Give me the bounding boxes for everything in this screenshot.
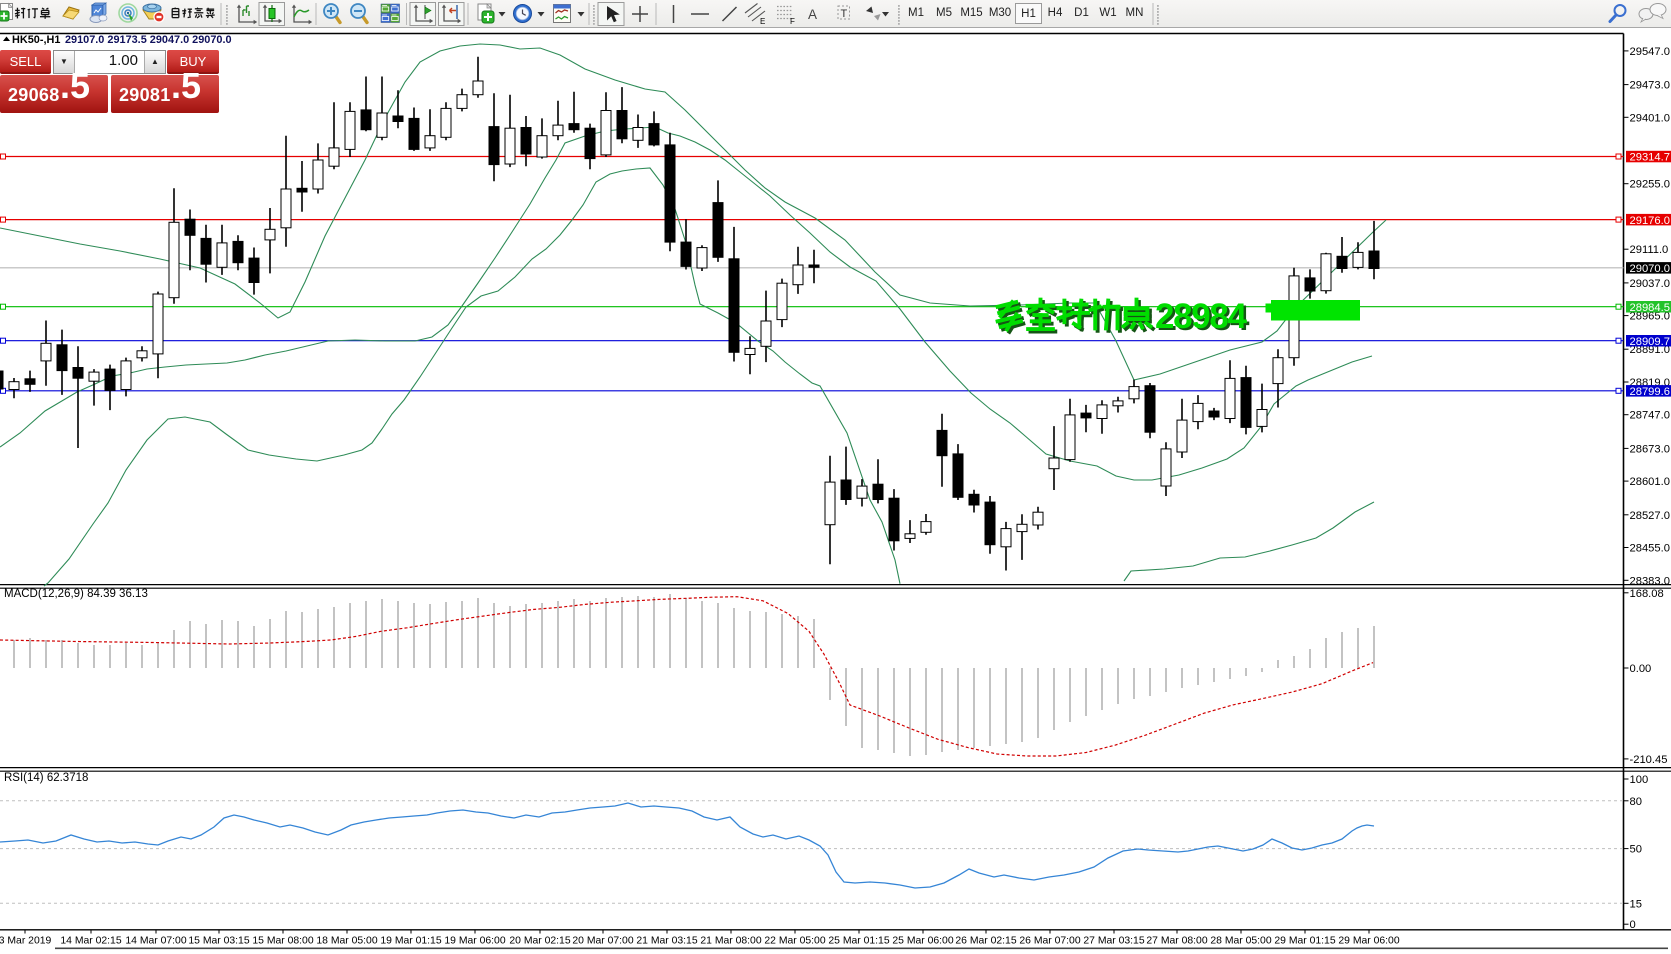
svg-text:15 Mar 03:15: 15 Mar 03:15 (188, 936, 249, 947)
svg-text:14 Mar 07:00: 14 Mar 07:00 (125, 936, 186, 947)
svg-text:28909.7: 28909.7 (1630, 336, 1670, 348)
svg-text:80: 80 (1630, 796, 1642, 808)
svg-text:15 Mar 08:00: 15 Mar 08:00 (252, 936, 313, 947)
svg-text:28527.0: 28527.0 (1630, 510, 1670, 522)
svg-text:F: F (790, 17, 795, 26)
svg-text:27 Mar 08:00: 27 Mar 08:00 (1146, 936, 1207, 947)
svg-text:25 Mar 06:00: 25 Mar 06:00 (892, 936, 953, 947)
svg-text:3 Mar 2019: 3 Mar 2019 (0, 936, 52, 947)
svg-text:29547.0: 29547.0 (1630, 46, 1670, 58)
svg-text:50: 50 (1630, 844, 1642, 856)
svg-text:25 Mar 01:15: 25 Mar 01:15 (828, 936, 889, 947)
svg-text:29255.0: 29255.0 (1630, 179, 1670, 191)
svg-text:0.00: 0.00 (1630, 663, 1652, 675)
svg-text:MACD(12,26,9) 84.39 36.13: MACD(12,26,9) 84.39 36.13 (4, 588, 148, 600)
svg-text:E: E (760, 17, 765, 26)
svg-text:-210.45: -210.45 (1630, 754, 1668, 766)
svg-text:29111.0: 29111.0 (1630, 244, 1669, 256)
svg-text:29314.7: 29314.7 (1630, 152, 1670, 164)
svg-text:28673.0: 28673.0 (1630, 443, 1670, 455)
svg-text:28984: 28984 (1158, 299, 1251, 338)
svg-text:29 Mar 01:15: 29 Mar 01:15 (1274, 936, 1335, 947)
svg-text:26 Mar 07:00: 26 Mar 07:00 (1019, 936, 1080, 947)
svg-text:29 Mar 06:00: 29 Mar 06:00 (1338, 936, 1399, 947)
svg-text:28455.0: 28455.0 (1630, 543, 1670, 555)
svg-text:T: T (841, 8, 848, 20)
svg-text:19 Mar 01:15: 19 Mar 01:15 (380, 936, 441, 947)
svg-text:19 Mar 06:00: 19 Mar 06:00 (444, 936, 505, 947)
svg-text:29401.0: 29401.0 (1630, 112, 1670, 124)
svg-text:168.08: 168.08 (1630, 588, 1664, 600)
svg-text:29107.0 29173.5 29047.0 29070.: 29107.0 29173.5 29047.0 29070.0 (65, 34, 232, 46)
svg-text:28965.0: 28965.0 (1630, 311, 1670, 323)
svg-text:A: A (808, 7, 817, 22)
svg-text:28799.6: 28799.6 (1630, 386, 1670, 398)
svg-text:21 Mar 03:15: 21 Mar 03:15 (636, 936, 697, 947)
svg-text:29070.0: 29070.0 (1630, 263, 1670, 275)
svg-text:28601.0: 28601.0 (1630, 476, 1670, 488)
svg-text:20 Mar 07:00: 20 Mar 07:00 (572, 936, 633, 947)
svg-text:18 Mar 05:00: 18 Mar 05:00 (316, 936, 377, 947)
svg-text:29176.0: 29176.0 (1630, 215, 1670, 227)
svg-text:100: 100 (1630, 774, 1649, 786)
svg-text:28984: 28984 (1155, 297, 1248, 336)
svg-text:20 Mar 02:15: 20 Mar 02:15 (509, 936, 570, 947)
svg-text:29473.0: 29473.0 (1630, 80, 1670, 92)
svg-text:28891.0: 28891.0 (1630, 344, 1670, 356)
svg-text:0: 0 (1630, 919, 1636, 931)
svg-text:28383.0: 28383.0 (1630, 575, 1670, 587)
svg-text:21 Mar 08:00: 21 Mar 08:00 (700, 936, 761, 947)
svg-text:22 Mar 05:00: 22 Mar 05:00 (764, 936, 825, 947)
svg-text:28 Mar 05:00: 28 Mar 05:00 (1210, 936, 1271, 947)
svg-text:29037.0: 29037.0 (1630, 278, 1670, 290)
svg-text:14 Mar 02:15: 14 Mar 02:15 (60, 936, 121, 947)
svg-text:15: 15 (1630, 898, 1642, 910)
svg-text:RSI(14) 62.3718: RSI(14) 62.3718 (4, 772, 88, 784)
svg-text:28747.0: 28747.0 (1630, 410, 1670, 422)
svg-text:HK50-,H1: HK50-,H1 (12, 34, 60, 46)
svg-text:26 Mar 02:15: 26 Mar 02:15 (955, 936, 1016, 947)
svg-text:27 Mar 03:15: 27 Mar 03:15 (1083, 936, 1144, 947)
svg-text:28984.5: 28984.5 (1630, 302, 1670, 314)
